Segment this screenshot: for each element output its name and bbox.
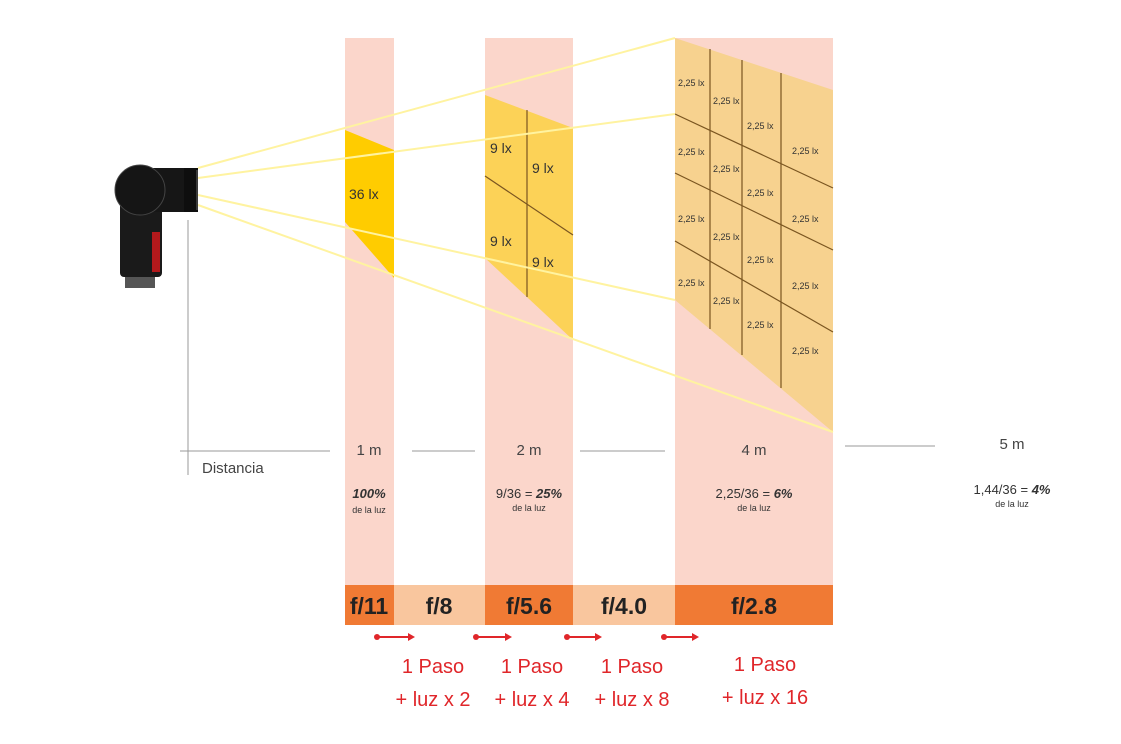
lit-area-1m [345, 130, 394, 278]
fstop-label: f/4.0 [601, 593, 647, 619]
distance-label-2m: 2 m [516, 442, 541, 459]
percentage-4m: 2,25/36 = 6% [716, 486, 793, 501]
lux-label-4m: 2,25 lx [792, 346, 819, 356]
lux-label-4m: 2,25 lx [678, 147, 705, 157]
lux-label-4m: 2,25 lx [747, 255, 774, 265]
lux-label-4m: 2,25 lx [678, 214, 705, 224]
step-label-4: 1 Paso [734, 654, 796, 676]
lux-label-4m: 2,25 lx [678, 278, 705, 288]
lux-label-1m: 36 lx [349, 186, 379, 202]
lux-label-4m: 2,25 lx [792, 214, 819, 224]
distance-label-4m: 4 m [741, 442, 766, 459]
arrow-right-icon [564, 633, 602, 641]
lux-label-4m: 2,25 lx [792, 146, 819, 156]
fstop-label: f/2.8 [731, 593, 777, 619]
lux-label-4m: 2,25 lx [747, 320, 774, 330]
lux-label-2m-1: 9 lx [490, 140, 512, 156]
fstop-cell [345, 585, 394, 625]
fstop-label: f/5.6 [506, 593, 552, 619]
distance-label-1m: 1 m [356, 442, 381, 459]
percentage-sub-1m: de la luz [352, 505, 386, 515]
lit-area-4m [675, 38, 833, 432]
step-sub-4: + luz x 16 [722, 687, 808, 709]
lux-label-4m: 2,25 lx [678, 78, 705, 88]
lit-area-2m [485, 95, 573, 340]
step-sub-2: + luz x 4 [494, 689, 569, 711]
fstop-label: f/8 [426, 593, 453, 619]
percentage-sub-2m: de la luz [512, 503, 546, 513]
grid-4m [674, 49, 834, 388]
fstop-label: f/11 [350, 593, 389, 619]
lux-label-4m: 2,25 lx [713, 296, 740, 306]
band-1m [345, 38, 394, 585]
percentage-1m: 100% [352, 486, 386, 501]
distance-axis-label: Distancia [202, 460, 264, 477]
percentage-2m: 9/36 = 25% [496, 486, 563, 501]
step-sub-1: + luz x 2 [395, 689, 470, 711]
lux-label-4m: 2,25 lx [747, 121, 774, 131]
step-label-3: 1 Paso [601, 656, 663, 678]
lux-label-4m: 2,25 lx [713, 232, 740, 242]
grid-2m [484, 110, 574, 297]
arrow-right-icon [661, 633, 699, 641]
lux-label-4m: 2,25 lx [792, 281, 819, 291]
lux-labels-4m: 2,25 lx 2,25 lx 2,25 lx 2,25 lx 2,25 lx … [678, 78, 819, 356]
lux-label-2m-3: 9 lx [490, 233, 512, 249]
lux-label-4m: 2,25 lx [713, 164, 740, 174]
step-sub-3: + luz x 8 [594, 689, 669, 711]
flash-unit-icon [114, 164, 198, 288]
fstop-cell [573, 585, 675, 625]
lux-label-4m: 2,25 lx [713, 96, 740, 106]
percentage-5m: 1,44/36 = 4% [974, 482, 1051, 497]
fstop-cell [675, 585, 833, 625]
step-arrows [374, 633, 699, 641]
percentage-sub-5m: de la luz [995, 499, 1029, 509]
lux-label-2m-2: 9 lx [532, 160, 554, 176]
arrow-right-icon [374, 633, 415, 641]
lux-label-2m-4: 9 lx [532, 254, 554, 270]
step-label-1: 1 Paso [402, 656, 464, 678]
axis-lines [180, 220, 935, 475]
fstop-cell [394, 585, 485, 625]
fstop-cell [485, 585, 573, 625]
arrow-right-icon [473, 633, 512, 641]
fstop-bar: f/11 f/8 f/5.6 f/4.0 f/2.8 [345, 585, 833, 625]
light-beams [197, 37, 834, 433]
step-label-2: 1 Paso [501, 656, 563, 678]
lux-label-4m: 2,25 lx [747, 188, 774, 198]
percentage-sub-4m: de la luz [737, 503, 771, 513]
distance-label-5m: 5 m [999, 436, 1024, 453]
